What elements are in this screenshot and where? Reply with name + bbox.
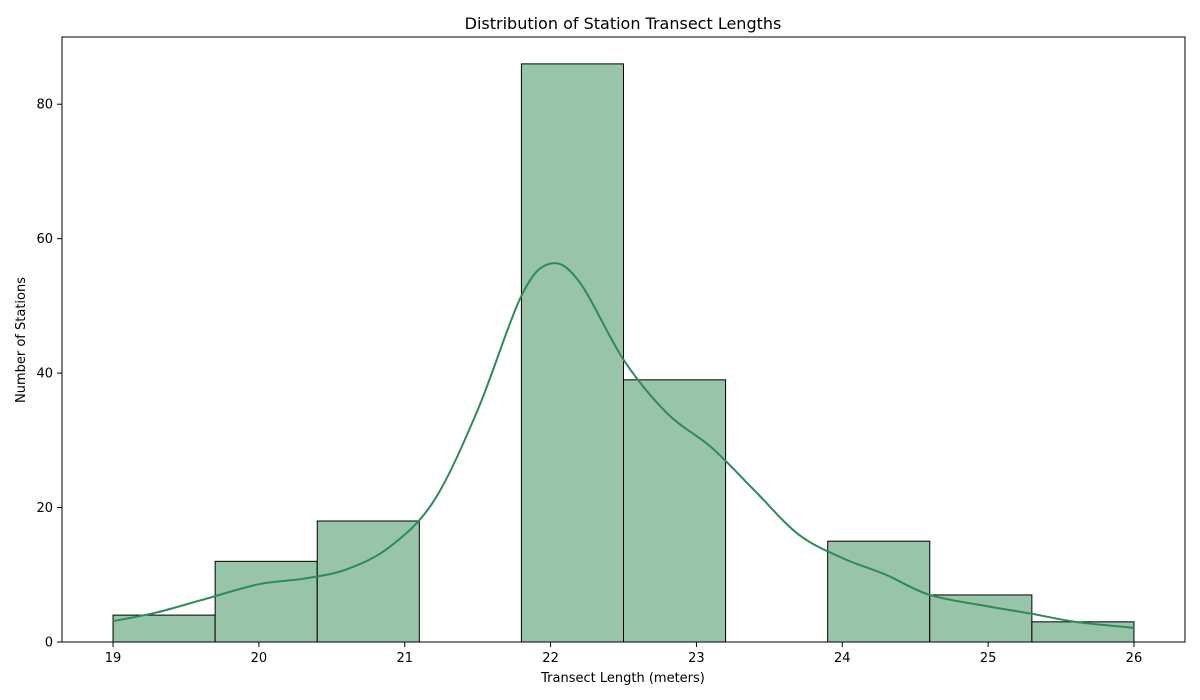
x-tick-label: 24 — [834, 651, 851, 666]
kde-curve — [112, 262, 1135, 629]
histogram-bar-1 — [214, 560, 318, 643]
histogram-bar-7 — [827, 540, 931, 643]
plot-area-frame — [61, 36, 1186, 643]
histogram-bar-0 — [112, 614, 216, 643]
histogram-bar-5 — [623, 379, 727, 643]
x-tick-label: 19 — [105, 651, 122, 666]
chart-title: Distribution of Station Transect Lengths — [465, 14, 782, 33]
histogram-bar-4 — [520, 63, 625, 643]
histogram-bars — [112, 63, 1135, 643]
histogram-bar-8 — [929, 594, 1033, 643]
x-tick-label: 22 — [542, 651, 559, 666]
y-axis-label: Number of Stations — [14, 277, 29, 403]
y-tick-label: 40 — [36, 367, 53, 382]
y-tick-label: 80 — [36, 98, 53, 113]
y-tick-label: 60 — [36, 232, 53, 247]
y-axis: 0 20 40 60 80 — [36, 98, 62, 651]
y-tick-label: 0 — [45, 636, 53, 651]
y-tick-label: 20 — [36, 501, 53, 516]
x-tick-label: 21 — [396, 651, 413, 666]
x-tick-label: 25 — [980, 651, 997, 666]
x-tick-label: 26 — [1126, 651, 1143, 666]
x-axis: 19 20 21 22 23 24 25 26 — [105, 642, 1142, 666]
x-axis-label: Transect Length (meters) — [540, 671, 705, 686]
histogram-bar-2 — [316, 520, 420, 643]
x-tick-label: 23 — [688, 651, 705, 666]
x-tick-label: 20 — [251, 651, 268, 666]
histogram-bar-9 — [1031, 621, 1135, 643]
